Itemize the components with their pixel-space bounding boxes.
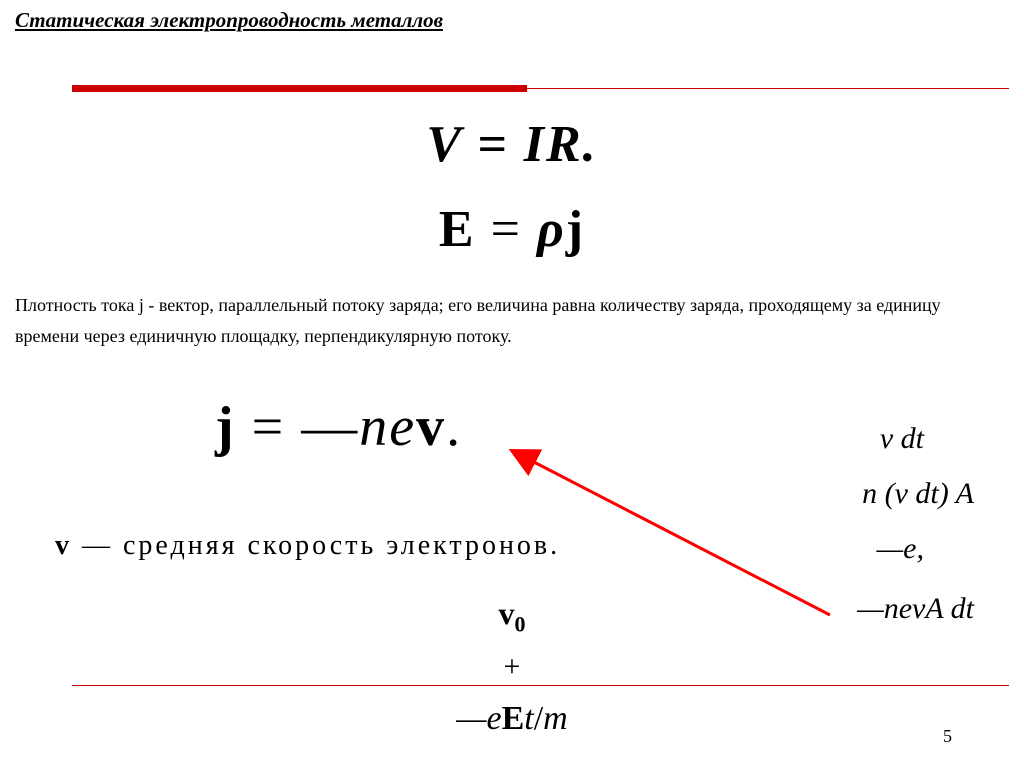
v-definition: v — средняя скорость электронов. [55, 530, 560, 562]
bot-slash: / [534, 700, 543, 737]
bot-m: m [543, 700, 568, 737]
v-symbol: v [55, 530, 72, 561]
bot-e: e [486, 700, 501, 737]
equation-e-rho-j: E = ρj [0, 200, 1024, 259]
eq3-minus: — [301, 396, 359, 458]
equation-j-nev: j = —nev. [215, 395, 462, 459]
plus-sign: + [0, 650, 1024, 684]
rule-thin [527, 88, 1009, 89]
bot-E: E [502, 700, 525, 737]
bot-t: t [524, 700, 533, 737]
right-expr-3: —e, [877, 525, 925, 573]
page-number: 5 [943, 726, 952, 747]
bot-minus: — [456, 700, 486, 737]
eq2-equals: = [491, 201, 522, 258]
right-expr-2: n (v dt) A [862, 470, 974, 518]
slide-title: Статическая электропроводность металлов [15, 8, 443, 33]
v0-symbol: v0 [0, 595, 1024, 637]
bottom-rule [72, 685, 1009, 686]
right-expr-1: v dt [880, 415, 924, 463]
eq2-j: j [566, 201, 585, 258]
eq3-n: n [359, 396, 389, 458]
eq3-equals: = [252, 396, 286, 458]
equation-eEt-m: —eEt/m [0, 700, 1024, 738]
equation-ohm: V = IR. [0, 115, 1024, 174]
eq3-e: e [389, 396, 416, 458]
v0-sub: 0 [515, 611, 526, 636]
v0-v: v [499, 595, 515, 631]
eq3-j: j [215, 396, 236, 458]
rule-thick [72, 85, 527, 92]
eq3-v: v [416, 396, 446, 458]
body-paragraph: Плотность тока j - вектор, параллельный … [15, 290, 1004, 351]
v-def-text: — средняя скорость электронов. [72, 530, 560, 561]
eq2-E: E [439, 201, 476, 258]
eq2-rho: ρ [537, 201, 566, 258]
top-rule [72, 85, 1009, 95]
